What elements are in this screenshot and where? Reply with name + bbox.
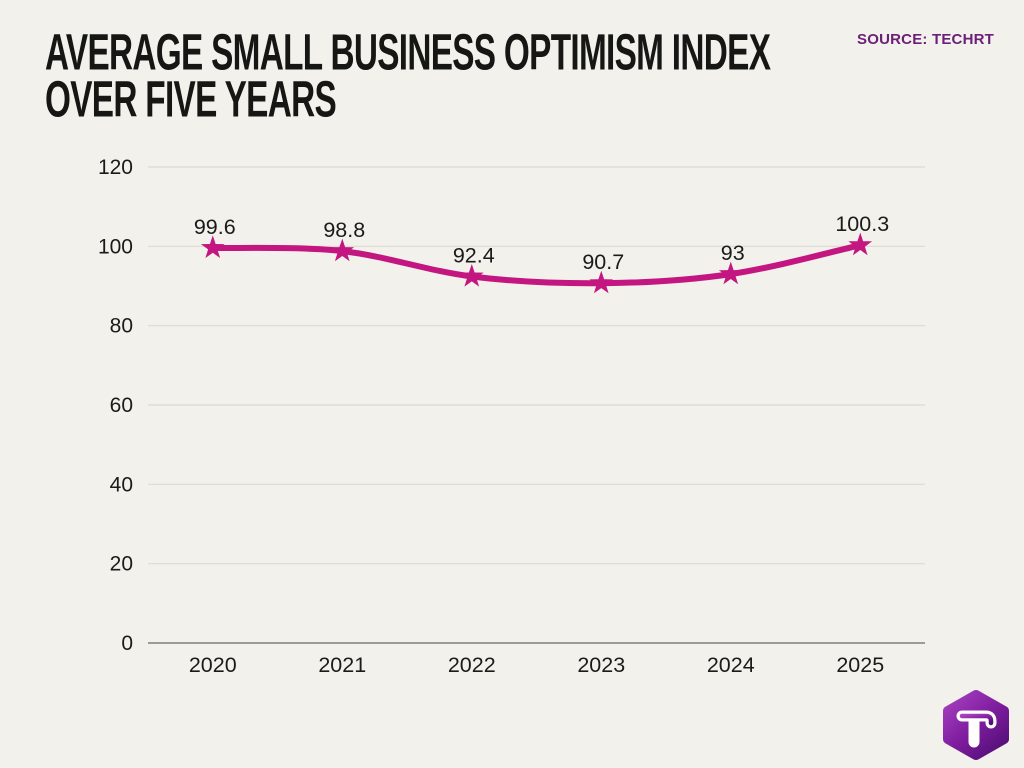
x-tick-label: 2021 <box>318 653 366 677</box>
data-point-labels: 99.6 98.8 92.4 90.7 93 100.3 <box>194 212 889 274</box>
series-line <box>209 242 864 287</box>
data-point-label: 92.4 <box>453 243 495 267</box>
page-title-line1: AVERAGE SMALL BUSINESS OPTIMISM INDEX <box>45 24 771 81</box>
y-tick-label: 0 <box>121 632 133 655</box>
data-point-label: 93 <box>721 241 745 265</box>
x-tick-label: 2022 <box>448 653 496 677</box>
x-tick-label: 2024 <box>707 653 755 677</box>
logo-t-glyph <box>956 710 997 748</box>
data-point-marker <box>848 232 873 256</box>
data-point-marker <box>589 270 614 294</box>
page-title: AVERAGE SMALL BUSINESS OPTIMISM INDEX OV… <box>45 24 771 128</box>
data-point-marker <box>718 261 743 285</box>
data-point-label: 100.3 <box>835 212 889 236</box>
data-point-label: 98.8 <box>323 218 365 242</box>
y-gridlines <box>148 166 925 644</box>
data-point-marker <box>200 235 225 258</box>
x-tick-labels: 2020 2021 2022 2023 2024 2025 <box>189 653 884 677</box>
data-point-label: 99.6 <box>194 215 236 239</box>
x-tick-label: 2023 <box>577 653 625 677</box>
data-point-markers <box>200 232 873 294</box>
y-tick-label: 20 <box>110 553 133 576</box>
data-point-marker <box>330 238 355 262</box>
data-point-marker <box>459 264 484 287</box>
source-attribution: SOURCE: TECHRT <box>857 31 994 48</box>
x-tick-label: 2020 <box>189 653 237 677</box>
techrt-logo <box>943 690 1009 760</box>
data-point-label: 90.7 <box>582 250 624 274</box>
y-tick-label: 100 <box>98 235 133 258</box>
x-tick-label: 2025 <box>836 653 884 677</box>
y-tick-label: 80 <box>110 315 133 338</box>
y-tick-label: 40 <box>110 473 133 496</box>
y-tick-label: 60 <box>110 394 133 417</box>
page-title-line2: OVER FIVE YEARS <box>45 71 337 128</box>
y-tick-label: 120 <box>98 156 133 179</box>
y-tick-labels: 0 20 40 60 80 100 120 <box>98 156 133 655</box>
